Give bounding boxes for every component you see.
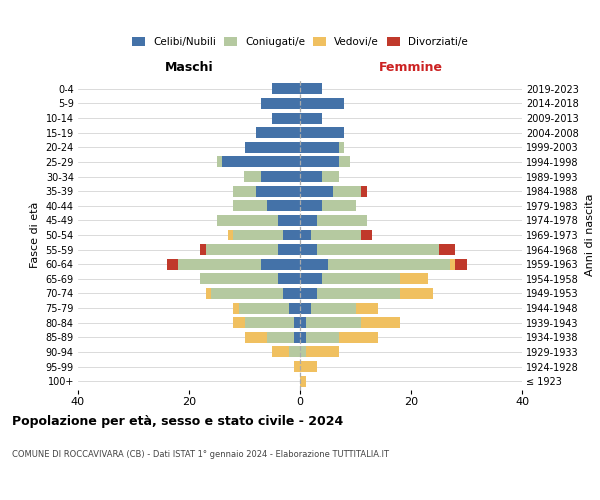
Bar bbox=[178, 259, 261, 270]
Bar bbox=[322, 171, 339, 182]
Bar bbox=[272, 84, 300, 94]
Bar bbox=[300, 332, 305, 343]
Bar bbox=[261, 98, 300, 109]
Bar bbox=[334, 186, 361, 196]
Bar bbox=[300, 244, 317, 255]
Bar bbox=[339, 332, 378, 343]
Bar bbox=[211, 288, 283, 299]
Bar bbox=[245, 332, 266, 343]
Bar bbox=[283, 288, 300, 299]
Bar bbox=[256, 186, 300, 196]
Bar bbox=[300, 259, 328, 270]
Bar bbox=[295, 318, 300, 328]
Bar bbox=[400, 288, 433, 299]
Bar bbox=[261, 259, 300, 270]
Bar bbox=[300, 156, 339, 168]
Bar bbox=[256, 127, 300, 138]
Bar bbox=[400, 274, 428, 284]
Bar bbox=[239, 302, 289, 314]
Y-axis label: Anni di nascita: Anni di nascita bbox=[584, 194, 595, 276]
Bar bbox=[233, 302, 239, 314]
Bar bbox=[217, 215, 278, 226]
Bar bbox=[355, 302, 378, 314]
Bar bbox=[261, 171, 300, 182]
Bar bbox=[167, 259, 178, 270]
Bar bbox=[455, 259, 467, 270]
Bar bbox=[233, 200, 266, 211]
Bar bbox=[222, 156, 300, 168]
Bar bbox=[300, 171, 322, 182]
Legend: Celibi/Nubili, Coniugati/e, Vedovi/e, Divorziati/e: Celibi/Nubili, Coniugati/e, Vedovi/e, Di… bbox=[128, 32, 472, 51]
Bar bbox=[361, 318, 400, 328]
Bar bbox=[278, 244, 300, 255]
Bar bbox=[295, 361, 300, 372]
Bar bbox=[450, 259, 455, 270]
Bar bbox=[300, 302, 311, 314]
Bar bbox=[266, 200, 300, 211]
Text: COMUNE DI ROCCAVIVARA (CB) - Dati ISTAT 1° gennaio 2024 - Elaborazione TUTTITALI: COMUNE DI ROCCAVIVARA (CB) - Dati ISTAT … bbox=[12, 450, 389, 459]
Bar bbox=[361, 230, 372, 240]
Bar bbox=[317, 215, 367, 226]
Bar bbox=[245, 171, 261, 182]
Bar bbox=[300, 376, 305, 386]
Bar bbox=[300, 127, 344, 138]
Bar bbox=[317, 288, 400, 299]
Bar bbox=[283, 230, 300, 240]
Text: Femmine: Femmine bbox=[379, 61, 443, 74]
Bar bbox=[300, 288, 317, 299]
Bar bbox=[272, 112, 300, 124]
Bar bbox=[245, 318, 295, 328]
Bar bbox=[300, 112, 322, 124]
Text: Popolazione per età, sesso e stato civile - 2024: Popolazione per età, sesso e stato civil… bbox=[12, 415, 343, 428]
Bar bbox=[311, 302, 355, 314]
Bar bbox=[300, 200, 322, 211]
Bar bbox=[200, 274, 278, 284]
Bar bbox=[361, 186, 367, 196]
Bar bbox=[300, 84, 322, 94]
Bar bbox=[322, 200, 355, 211]
Bar bbox=[300, 318, 305, 328]
Bar bbox=[305, 318, 361, 328]
Bar bbox=[206, 288, 211, 299]
Bar bbox=[289, 302, 300, 314]
Text: Maschi: Maschi bbox=[164, 61, 214, 74]
Bar bbox=[300, 186, 334, 196]
Bar bbox=[300, 215, 317, 226]
Bar bbox=[228, 230, 233, 240]
Bar bbox=[266, 332, 295, 343]
Bar bbox=[300, 274, 322, 284]
Bar bbox=[322, 274, 400, 284]
Bar bbox=[339, 156, 350, 168]
Bar bbox=[272, 346, 289, 358]
Bar bbox=[233, 186, 256, 196]
Bar bbox=[278, 274, 300, 284]
Bar bbox=[317, 244, 439, 255]
Bar bbox=[300, 346, 305, 358]
Bar bbox=[300, 361, 317, 372]
Bar bbox=[289, 346, 300, 358]
Bar bbox=[300, 142, 339, 152]
Bar bbox=[233, 318, 245, 328]
Bar bbox=[278, 215, 300, 226]
Bar bbox=[295, 332, 300, 343]
Bar bbox=[217, 156, 222, 168]
Y-axis label: Fasce di età: Fasce di età bbox=[30, 202, 40, 268]
Bar bbox=[339, 142, 344, 152]
Bar bbox=[311, 230, 361, 240]
Bar bbox=[200, 244, 206, 255]
Bar bbox=[305, 332, 339, 343]
Bar bbox=[206, 244, 278, 255]
Bar bbox=[245, 142, 300, 152]
Bar bbox=[305, 346, 339, 358]
Bar bbox=[233, 230, 283, 240]
Bar bbox=[439, 244, 455, 255]
Bar bbox=[328, 259, 450, 270]
Bar bbox=[300, 98, 344, 109]
Bar bbox=[300, 230, 311, 240]
